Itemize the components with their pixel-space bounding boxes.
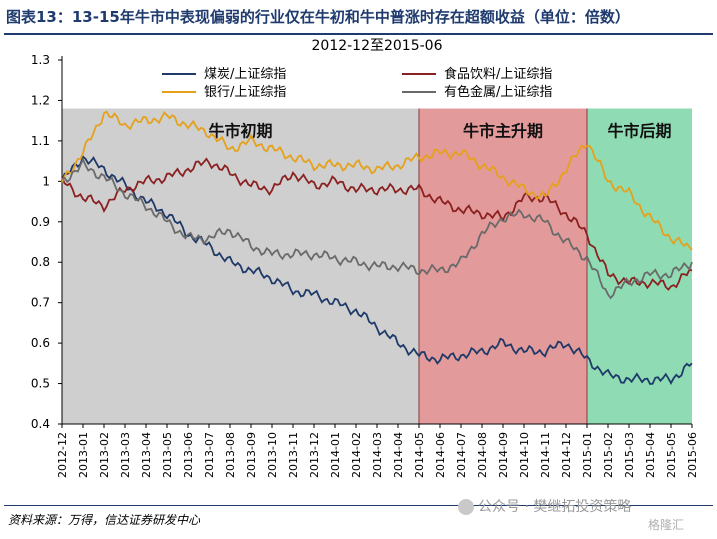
x-tick-label: 2014-07 — [455, 432, 468, 478]
x-tick-label: 2013-02 — [98, 432, 111, 478]
y-tick-label: 0.8 — [31, 255, 50, 269]
footer-rule — [4, 505, 713, 506]
legend-label: 有色金属/上证综指 — [444, 84, 552, 100]
series-line — [61, 110, 693, 251]
y-tick-label: 1.3 — [31, 53, 50, 67]
y-tick-label: 0.6 — [31, 336, 50, 350]
watermark-logo: 格隆汇 — [648, 518, 685, 532]
series-line — [61, 157, 693, 291]
series-lines — [61, 110, 693, 385]
y-tick-label: 1 — [42, 174, 50, 188]
x-tick-label: 2014-02 — [350, 432, 363, 478]
y-tick-label: 0.7 — [31, 296, 50, 310]
y-tick-label: 0.4 — [31, 417, 50, 431]
phase-label: 牛市后期 — [607, 122, 671, 141]
figure-title: 图表13：13-15年牛市中表现偏弱的行业仅在牛初和牛中普涨时存在超额收益（单位… — [6, 8, 630, 26]
x-tick-label: 2015-06 — [686, 432, 699, 478]
title-rule — [4, 33, 713, 35]
y-tick-label: 0.9 — [31, 215, 50, 229]
x-tick-label: 2014-09 — [497, 432, 510, 478]
x-tick-label: 2013-12 — [308, 432, 321, 478]
watermark: 公众号 · 樊继拓投资策略 — [458, 496, 631, 516]
phase-band — [419, 108, 587, 425]
series-line — [61, 155, 693, 385]
x-tick-label: 2013-05 — [161, 432, 174, 478]
x-tick-label: 2013-09 — [245, 432, 258, 478]
series-line — [61, 157, 693, 300]
x-tick-label: 2013-08 — [224, 432, 237, 478]
x-tick-label: 2013-04 — [140, 432, 153, 478]
x-tick-label: 2014-04 — [392, 432, 405, 478]
x-tick-label: 2013-03 — [119, 432, 132, 478]
source-note: 资料来源：万得，信达证券研发中心 — [8, 513, 201, 527]
x-tick-label: 2014-10 — [518, 432, 531, 478]
x-tick-label: 2015-05 — [665, 432, 678, 478]
legend-label: 煤炭/上证综指 — [204, 67, 286, 82]
x-tick-label: 2014-03 — [371, 432, 384, 478]
x-tick-label: 2013-11 — [287, 432, 300, 478]
legend-label: 食品饮料/上证综指 — [444, 66, 552, 82]
x-tick-label: 2014-11 — [539, 432, 552, 478]
x-tick-label: 2013-10 — [266, 432, 279, 478]
x-tick-label: 2014-06 — [434, 432, 447, 478]
x-tick-label: 2014-05 — [413, 432, 426, 478]
x-tick-label: 2012-12 — [56, 432, 69, 478]
y-tick-label: 1.1 — [31, 134, 50, 148]
x-tick-label: 2013-07 — [203, 432, 216, 478]
line-chart: 牛市初期 牛市主升期 牛市后期 0.4 0.5 0.6 0.7 0.8 0.9 1 1.1 1.2 1… — [31, 38, 699, 478]
phase-label: 牛市主升期 — [463, 122, 543, 141]
x-tick-label: 2015-03 — [623, 432, 636, 478]
phase-band — [587, 108, 692, 425]
chart-title: 2012-12至2015-06 — [312, 38, 443, 54]
y-tick-label: 1.2 — [31, 93, 50, 107]
x-tick-label: 2015-02 — [602, 432, 615, 478]
y-tick-label: 0.5 — [31, 377, 50, 391]
axes: 0.4 0.5 0.6 0.7 0.8 0.9 1 1.1 1.2 1.3 2012-12 2013-… — [31, 53, 699, 478]
x-tick-label: 2014-12 — [560, 432, 573, 478]
x-tick-label: 2015-04 — [644, 432, 657, 478]
x-tick-label: 2013-01 — [77, 432, 90, 478]
wechat-icon — [458, 499, 474, 515]
phase-label: 牛市初期 — [208, 122, 272, 141]
legend-label: 银行/上证综指 — [204, 85, 286, 100]
x-tick-label: 2015-01 — [581, 432, 594, 478]
watermark-text: 公众号 · 樊继拓投资策略 — [478, 499, 632, 515]
x-tick-label: 2014-08 — [476, 432, 489, 478]
x-tick-label: 2014-01 — [329, 432, 342, 478]
x-tick-label: 2013-06 — [182, 432, 195, 478]
